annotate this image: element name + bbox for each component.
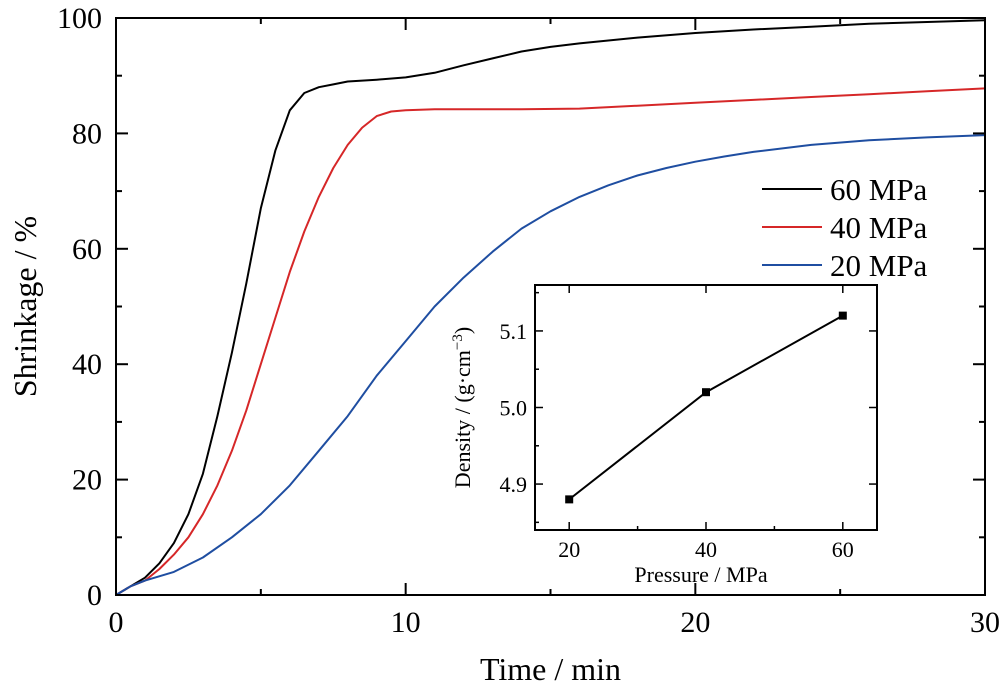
legend-label-1: 40 MPa	[830, 210, 928, 245]
inset-y-tick-label: 5.0	[500, 396, 528, 421]
inset-x-tick-label: 60	[832, 537, 854, 562]
inset-y-tick-label: 5.1	[500, 319, 528, 344]
x-tick-label: 0	[109, 606, 124, 639]
series-line-1	[115, 87, 986, 596]
x-tick-label: 20	[680, 606, 710, 639]
y-tick-label: 80	[72, 117, 102, 150]
inset-frame	[534, 284, 878, 531]
y-tick-label: 60	[72, 233, 102, 266]
inset-x-tick-label: 40	[695, 537, 717, 562]
x-tick-label: 30	[970, 606, 1000, 639]
y-tick-label: 20	[72, 464, 102, 497]
series-line-2	[115, 134, 986, 596]
inset-x-axis-title: Pressure / MPa	[634, 562, 767, 587]
series-line-0	[115, 19, 986, 596]
y-axis-title: Shrinkage / %	[7, 216, 43, 397]
legend-label-0: 60 MPa	[830, 172, 928, 207]
inset-plot: 20 40 60 4.9 5.0 5.1 Pressure / MPa Density / (…	[450, 284, 878, 587]
inset-data-point	[565, 495, 574, 504]
legend-label-2: 20 MPa	[830, 248, 928, 283]
y-tick-label: 0	[87, 579, 102, 612]
x-axis-title: Time / min	[480, 651, 621, 687]
inset-data-point	[838, 311, 847, 320]
inset-y-tick-label: 4.9	[500, 472, 528, 497]
inset-data-point	[702, 388, 710, 397]
x-tick-label: 10	[391, 606, 421, 639]
main-plot: 0 10 20 30 0 20 40 60 80 100 Time / min Shrinkage /…	[7, 2, 1000, 687]
y-tick-label: 100	[57, 2, 102, 35]
inset-x-tick-label: 20	[558, 537, 580, 562]
inset-y-axis-title: Density / (g·cm−3)	[450, 327, 475, 488]
y-tick-label: 40	[72, 348, 102, 381]
